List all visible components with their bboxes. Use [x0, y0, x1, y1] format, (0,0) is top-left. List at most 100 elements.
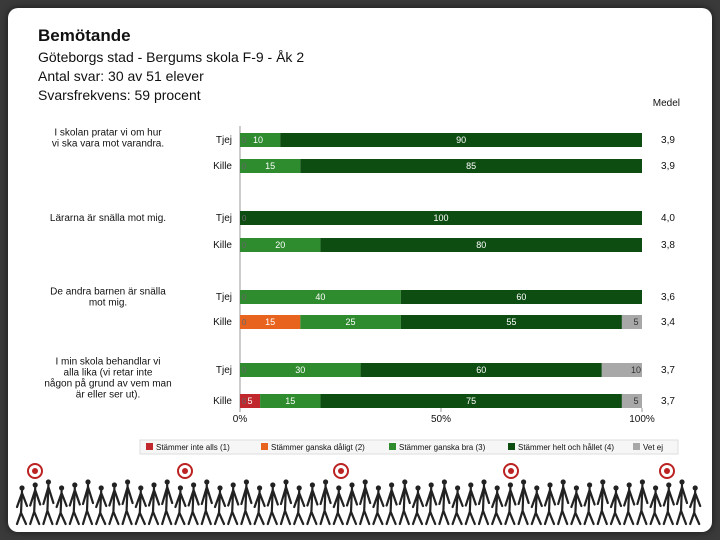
runner-figure — [649, 485, 662, 526]
bar-value-label: 10 — [631, 365, 641, 375]
runner-figure — [464, 482, 477, 526]
bar-segment — [360, 363, 602, 377]
runner-figure — [306, 482, 319, 526]
runner-figure — [200, 479, 213, 526]
runner-figure — [623, 482, 636, 526]
zero-marker: 0 — [242, 214, 247, 223]
running-figures-icon — [15, 479, 702, 526]
runner-figure — [266, 482, 279, 526]
page-title: Bemötande — [38, 26, 131, 45]
bar-value-label: 30 — [295, 365, 305, 375]
zero-marker: 0 — [242, 366, 247, 375]
target-icon — [503, 463, 519, 479]
question-label: någon på grund av vem man — [44, 378, 171, 390]
group-label: Tjej — [216, 213, 232, 224]
bar-segment — [240, 315, 301, 329]
target-icon — [177, 463, 193, 479]
question-label: vi ska vara mot varandra. — [52, 139, 164, 150]
footer-decoration — [15, 463, 702, 526]
runner-figure — [504, 482, 517, 526]
bar-value-label: 90 — [456, 135, 466, 145]
runner-figure — [596, 479, 609, 526]
bar-value-label: 75 — [466, 396, 476, 406]
legend-swatch — [508, 443, 515, 450]
runner-figure — [121, 479, 134, 526]
runner-figure — [477, 479, 491, 526]
slide: Bemötande Göteborgs stad - Bergums skola… — [8, 8, 712, 532]
target-icon — [659, 463, 675, 479]
runner-figure — [68, 482, 81, 526]
runner-figure — [662, 482, 675, 526]
runner-figure — [689, 485, 702, 526]
runner-figure — [81, 479, 95, 526]
group-label: Kille — [213, 396, 232, 407]
question-label: mot mig. — [89, 298, 127, 309]
runner-figure — [15, 485, 29, 526]
bar-segment — [300, 315, 401, 329]
mean-header: Medel — [653, 98, 680, 109]
runner-figure — [213, 485, 227, 526]
runner-figure — [161, 479, 174, 526]
bar-value-label: 100 — [433, 213, 448, 223]
runner-figure — [530, 485, 543, 526]
x-tick-label: 0% — [233, 414, 248, 425]
runner-figure — [636, 479, 649, 526]
runner-figure — [134, 485, 147, 526]
runner-figure — [398, 479, 411, 526]
runner-figure — [95, 485, 108, 526]
zero-marker: 0 — [242, 241, 247, 250]
runner-figure — [557, 479, 570, 526]
question-label: Lärarna är snälla mot mig. — [50, 213, 166, 224]
runner-figure — [609, 485, 623, 526]
bar-value-label: 85 — [466, 161, 476, 171]
group-label: Kille — [213, 317, 232, 328]
bar-segment — [260, 394, 321, 408]
zero-marker: 0 — [242, 293, 247, 302]
runner-figure — [411, 485, 425, 526]
bar-value-label: 60 — [516, 292, 526, 302]
question-label: alla lika (vi retar inte — [64, 368, 153, 379]
runner-figure — [570, 485, 583, 526]
runner-figure — [438, 479, 451, 526]
bar-segment — [280, 133, 642, 147]
bar-segment — [601, 363, 642, 377]
legend-swatch — [146, 443, 153, 450]
runner-figure — [675, 479, 689, 526]
runner-figure — [517, 479, 530, 526]
runner-figure — [293, 485, 306, 526]
legend-label: Stämmer ganska dåligt (2) — [271, 443, 365, 452]
group-label: Tjej — [216, 292, 232, 303]
bar-value-label: 80 — [476, 240, 486, 250]
zero-marker: 0 — [242, 397, 247, 406]
bar-segment — [240, 363, 361, 377]
bar-value-label: 40 — [315, 292, 325, 302]
runner-figure — [227, 482, 240, 526]
x-tick-label: 100% — [629, 414, 655, 425]
runner-figure — [491, 485, 504, 526]
question-label: I skolan pratar vi om hur — [54, 128, 162, 139]
legend-swatch — [633, 443, 640, 450]
bar-value-label: 60 — [476, 365, 486, 375]
mean-value: 3,9 — [661, 161, 675, 172]
group-label: Tjej — [216, 365, 232, 376]
bar-value-label: 15 — [265, 317, 275, 327]
mean-value: 3,7 — [661, 396, 675, 407]
legend-label: Stämmer inte alls (1) — [156, 443, 230, 452]
question-label: De andra barnen är snälla — [50, 287, 166, 298]
bar-segment — [240, 159, 301, 173]
legend-label: Vet ej — [643, 443, 663, 452]
runner-figure — [332, 485, 345, 526]
runner-figure — [174, 485, 187, 526]
runner-figure — [240, 479, 253, 526]
bar-value-label: 10 — [253, 135, 263, 145]
bar-value-label: 15 — [265, 161, 275, 171]
bar-value-label: 15 — [285, 396, 295, 406]
bar-segment — [240, 211, 642, 225]
target-icon — [333, 463, 349, 479]
bar-segment — [621, 394, 642, 408]
bar-value-label: 25 — [346, 317, 356, 327]
bar-segment — [240, 238, 321, 252]
bar-value-label: 20 — [275, 240, 285, 250]
legend-box — [139, 439, 679, 455]
